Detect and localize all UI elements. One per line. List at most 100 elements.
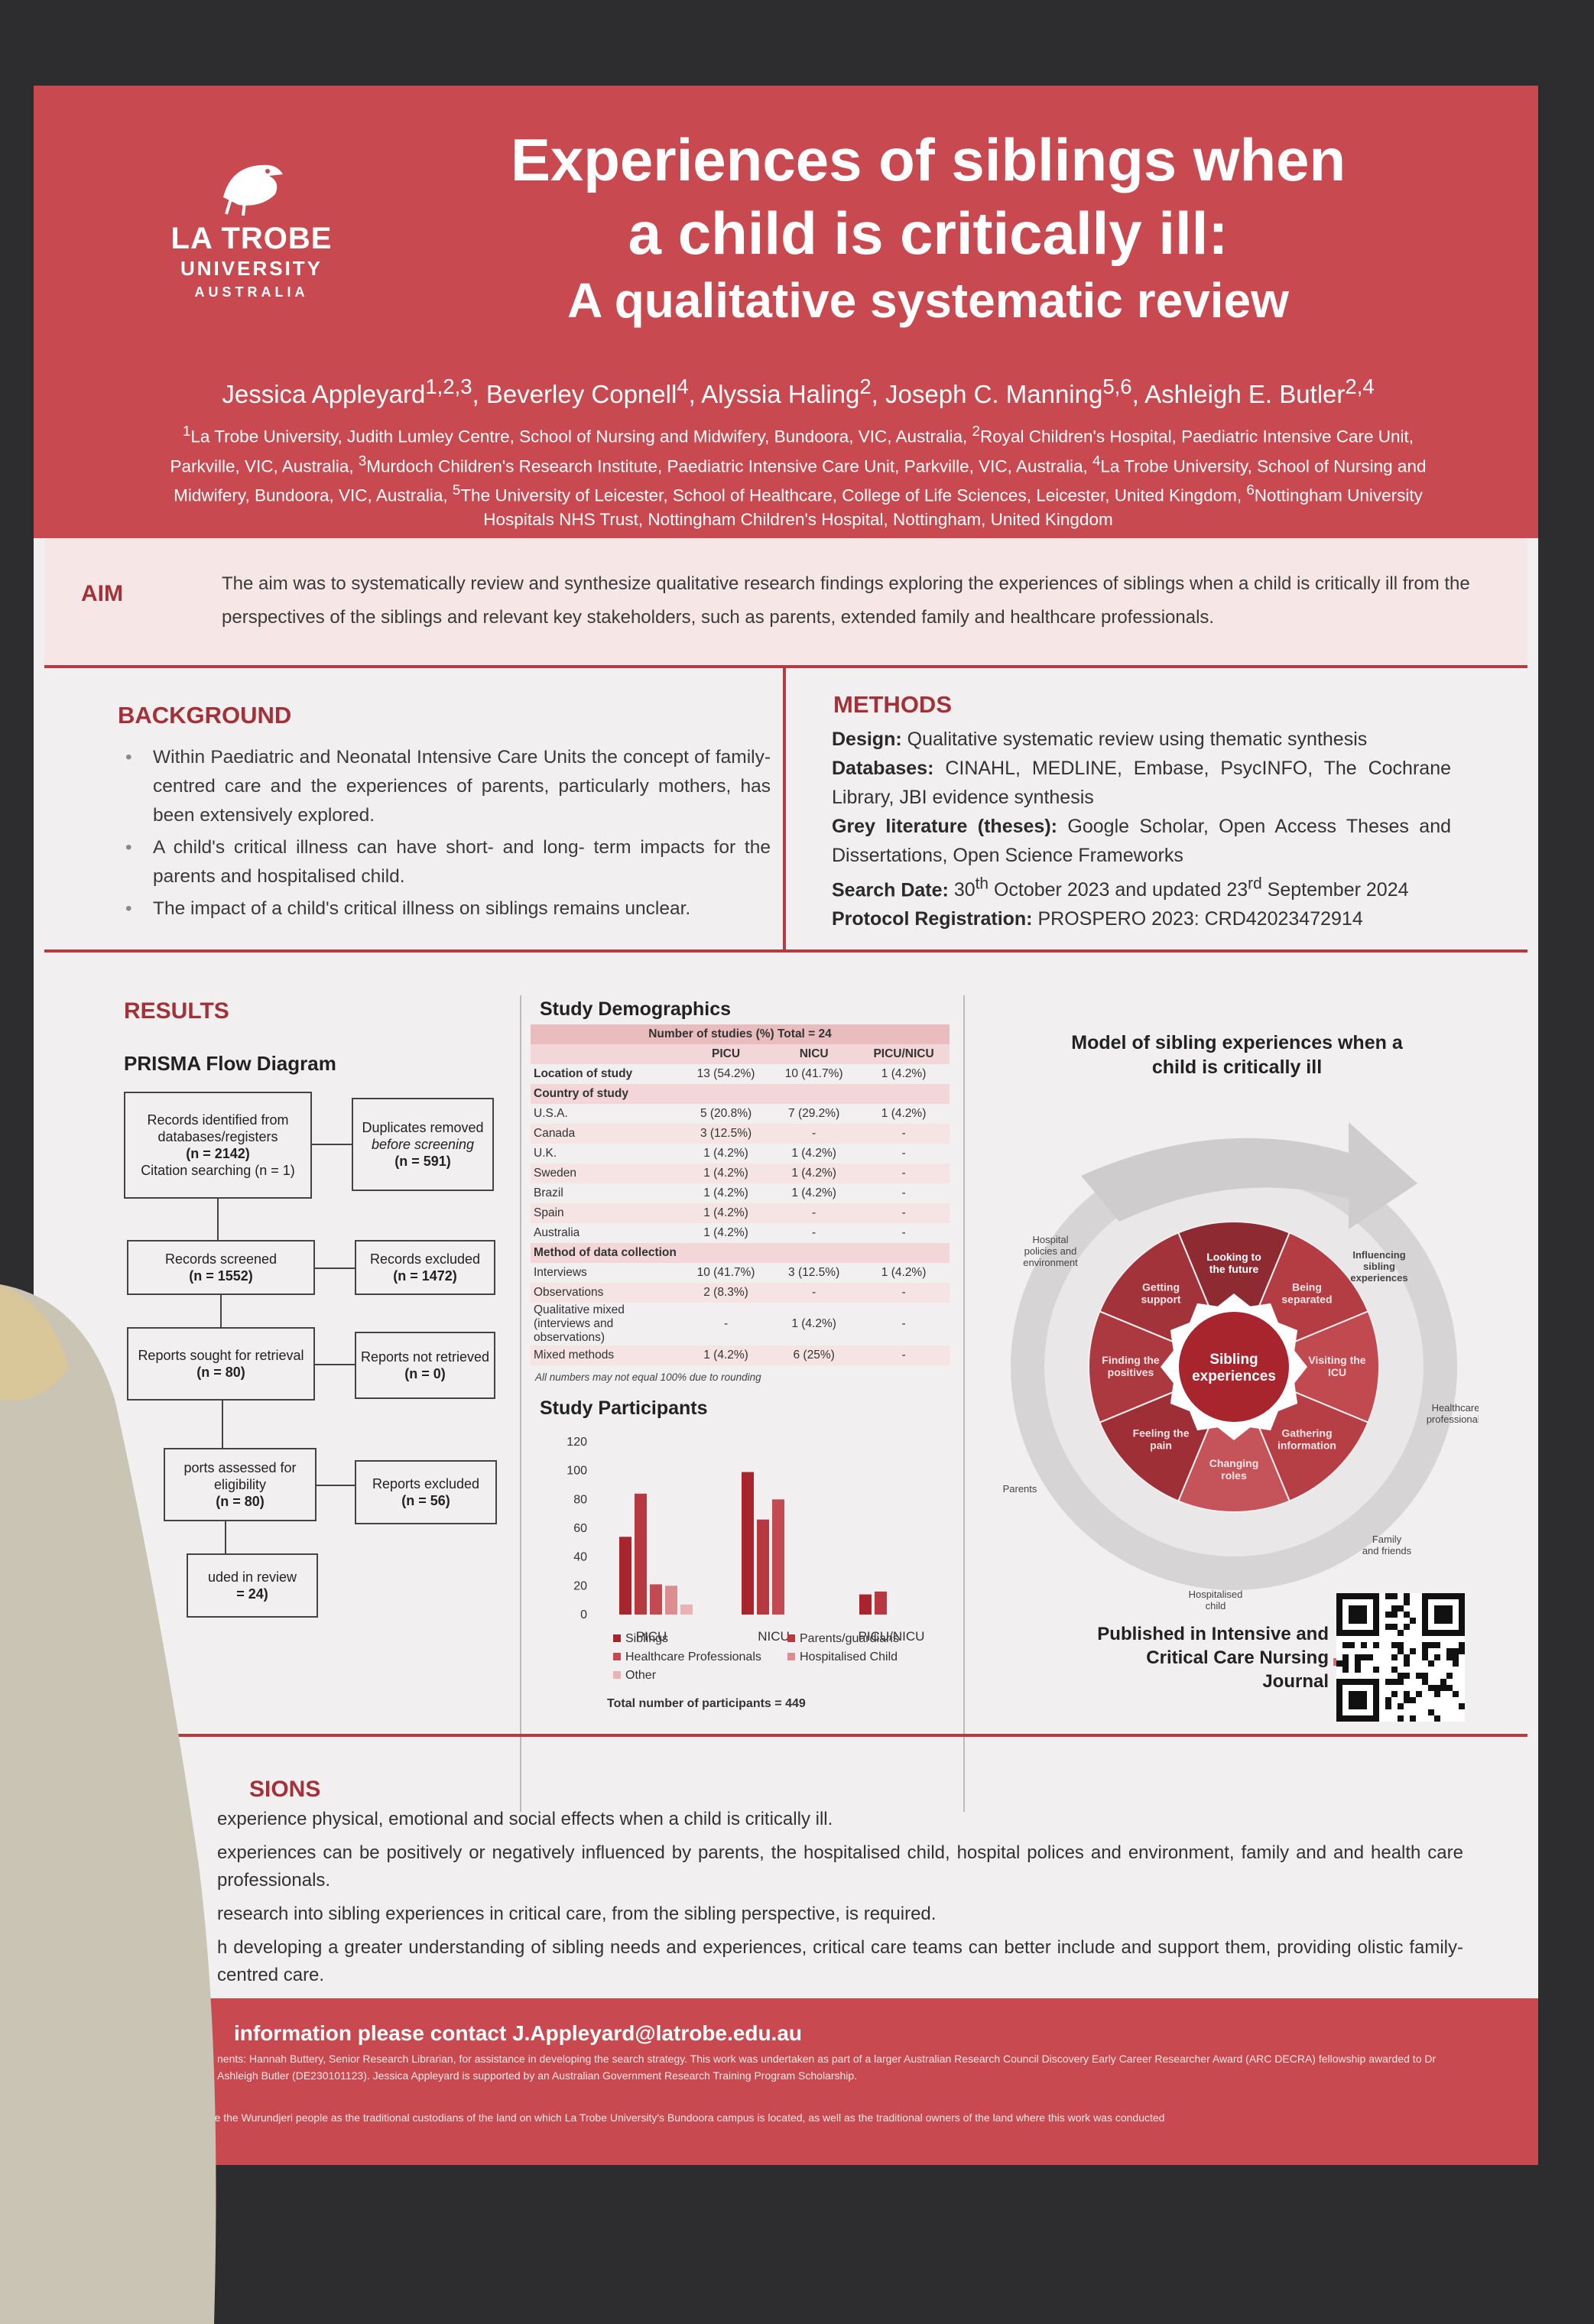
- table-row: Australia 1 (4.2%) - -: [534, 1226, 906, 1239]
- table-row: Qualitative mixed (interviews and observ…: [534, 1303, 906, 1344]
- qr-code-icon[interactable]: [1336, 1593, 1465, 1722]
- outer-label: Hospitalised child: [1189, 1589, 1243, 1612]
- legend-swatch: [787, 1653, 795, 1660]
- background-item: Within Paediatric and Neonatal Intensive…: [125, 743, 771, 830]
- legend-swatch: [613, 1634, 621, 1642]
- bar: [772, 1499, 784, 1615]
- legend-label: Parents/guardians: [800, 1632, 899, 1645]
- prisma-identified-box: Records identified from databases/regist…: [124, 1092, 312, 1199]
- prisma-connector: [312, 1144, 352, 1145]
- segment-label: Finding the positives: [1102, 1354, 1160, 1378]
- table-column-header: PICU/NICU: [858, 1044, 950, 1064]
- methods-body: Design: Qualitative systematic review us…: [832, 725, 1451, 933]
- aim-heading: AIM: [81, 581, 123, 606]
- prisma-reports-excluded-box: Reports excluded (n = 56): [355, 1460, 497, 1524]
- table-row: Country of study: [531, 1084, 950, 1104]
- conclusion-item: experiences can be positively or negativ…: [217, 1842, 1463, 1891]
- conclusions-heading: SIONS: [249, 1777, 321, 1802]
- legend-swatch: [613, 1671, 621, 1679]
- authors: Jessica Appleyard1,2,3, Beverley Copnell…: [222, 375, 1375, 408]
- poster: LA TROBE UNIVERSITY AUSTRALIA Experience…: [34, 86, 1538, 2165]
- table-super-header: Number of studies (%) Total = 24: [531, 1024, 950, 1044]
- y-tick-label: 40: [573, 1551, 587, 1564]
- bar: [680, 1604, 693, 1615]
- results-heading: RESULTS: [124, 998, 229, 1024]
- participants-heading: Study Participants: [540, 1397, 708, 1419]
- model-heading: Model of sibling experiences when a chil…: [1071, 1032, 1403, 1078]
- results-divider: [963, 995, 965, 1812]
- table-row: Interviews 10 (41.7%) 3 (12.5%) 1 (4.2%): [534, 1266, 927, 1279]
- prisma-screened-box: Records screened (n = 1552): [127, 1240, 315, 1295]
- divider: [44, 1734, 1527, 1737]
- demographics-table: Number of studies (%) Total = 24 PICU NIC…: [531, 1024, 950, 1365]
- table-row: Spain 1 (4.2%) - -: [531, 1203, 950, 1223]
- contact-info: information please contact J.Appleyard@l…: [234, 2021, 803, 2045]
- poster-title-line-2: a child is critically ill:: [628, 200, 1229, 267]
- bar: [757, 1519, 769, 1615]
- methods-grey: Grey literature (theses): Google Scholar…: [832, 816, 1452, 866]
- prisma-connector: [315, 1267, 355, 1269]
- aim-text: The aim was to systematically review and…: [222, 573, 1470, 628]
- prisma-connector: [217, 1199, 219, 1240]
- methods-design: Design: Qualitative systematic review us…: [832, 729, 1368, 750]
- methods-heading: METHODS: [833, 691, 952, 718]
- participants-total: Total number of participants = 449: [607, 1697, 806, 1710]
- divider: [44, 949, 1527, 953]
- y-tick-label: 0: [580, 1608, 587, 1621]
- table-row: Brazil 1 (4.2%) 1 (4.2%) -: [534, 1186, 906, 1199]
- segment-label: Visiting the ICU: [1308, 1354, 1365, 1378]
- logo-country: AUSTRALIA: [194, 284, 309, 300]
- segment-label: Getting support: [1141, 1281, 1180, 1306]
- participants-bar-chart: 0 20 40 60 80 100 120 PICU NICU PICU/NICU Siblings…: [567, 1436, 925, 1682]
- prisma-included-box: uded in review = 24): [187, 1553, 318, 1618]
- poster-title-line-1: Experiences of siblings when: [510, 126, 1346, 193]
- y-tick-label: 60: [573, 1522, 587, 1535]
- table-row: Sweden 1 (4.2%) 1 (4.2%) -: [531, 1164, 950, 1183]
- methods-protocol: Protocol Registration: PROSPERO 2023: CR…: [832, 908, 1363, 930]
- outer-label: Parents: [1003, 1483, 1037, 1495]
- model-center: [1179, 1312, 1289, 1422]
- prisma-connector: [220, 1295, 222, 1327]
- x-tick-label: NICU: [758, 1629, 790, 1644]
- poster-footer: [34, 1998, 1538, 2165]
- prisma-heading: PRISMA Flow Diagram: [124, 1052, 336, 1075]
- conclusion-item: research into sibling experiences in cri…: [217, 1904, 937, 1924]
- published-note: Published in Intensive and Critical Care…: [1097, 1624, 1329, 1692]
- outer-label: Healthcareprofessionals: [1427, 1402, 1479, 1425]
- methods-databases: Databases: CINAHL, MEDLINE, Embase, Psyc…: [832, 758, 1451, 808]
- divider: [44, 665, 1527, 668]
- cycle-arrow-icon: [1081, 1122, 1417, 1229]
- legend-swatch: [787, 1634, 795, 1642]
- poster-header: [34, 86, 1538, 538]
- table-row: Method of data collection: [531, 1243, 950, 1263]
- prisma-connector: [222, 1401, 223, 1448]
- model-center-label: Sibling experiences: [1192, 1352, 1276, 1384]
- background-item: A child's critical illness can have shor…: [125, 833, 771, 891]
- x-tick-label: PICU/NICU: [859, 1629, 925, 1644]
- demographics-note: All numbers may not equal 100% due to ro…: [535, 1371, 761, 1383]
- legend-label: Other: [625, 1669, 657, 1682]
- bar: [875, 1591, 887, 1615]
- divider: [783, 668, 786, 951]
- conclusion-item: h developing a greater understanding of …: [217, 1937, 1463, 1985]
- bar: [635, 1493, 647, 1615]
- poster-subtitle: A qualitative systematic review: [567, 273, 1289, 328]
- bar: [665, 1586, 677, 1615]
- demographics-heading: Study Demographics: [540, 998, 732, 1020]
- prisma-connector: [317, 1485, 355, 1486]
- y-tick-label: 20: [573, 1579, 587, 1592]
- conclusions-list: experience physical, emotional and socia…: [217, 1806, 1463, 1995]
- logo-university: UNIVERSITY: [180, 257, 323, 280]
- prisma-not-retrieved-box: Reports not retrieved (n = 0): [355, 1332, 495, 1399]
- table-column-header: [531, 1044, 682, 1064]
- bar: [619, 1537, 631, 1615]
- background-heading: BACKGROUND: [118, 702, 292, 729]
- legend-label: Siblings: [625, 1632, 668, 1645]
- affiliations: 1La Trobe University, Judith Lumley Cent…: [170, 423, 1427, 529]
- prisma-duplicates-box: Duplicates removed before screening (n =…: [352, 1098, 494, 1191]
- prisma-excluded-box: Records excluded (n = 1472): [355, 1240, 495, 1295]
- prisma-connector: [225, 1521, 226, 1553]
- segment-label: Feeling the pain: [1133, 1427, 1190, 1451]
- segment-label: Being separated: [1281, 1281, 1332, 1306]
- person-sleeve-foreground: [0, 1284, 216, 2324]
